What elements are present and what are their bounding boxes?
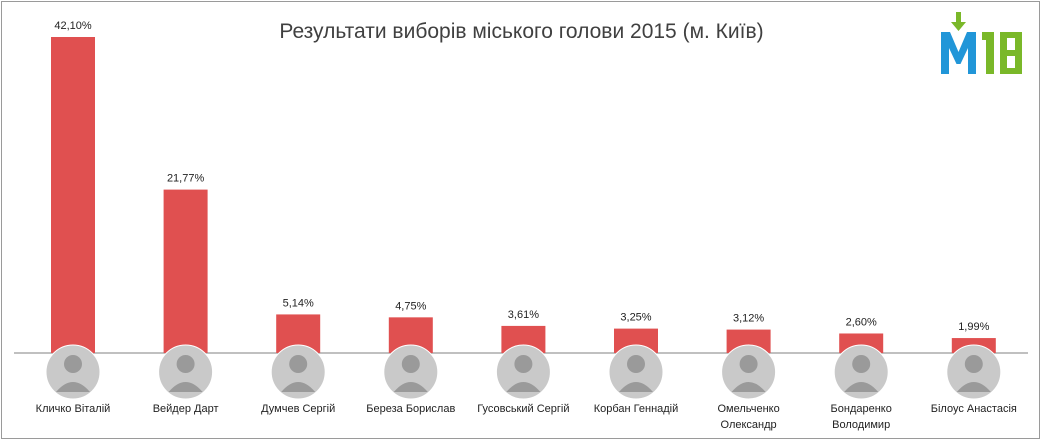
data-label: 3,12%: [733, 313, 764, 325]
candidate-avatar: [495, 344, 551, 400]
category-label: Омельченко Олександр: [717, 403, 780, 431]
candidate-avatar: [946, 344, 1002, 400]
candidate-avatar: [721, 344, 777, 400]
candidate-avatar: [158, 344, 214, 400]
candidate-avatar: [383, 344, 439, 400]
data-label: 2,60%: [846, 316, 877, 328]
bar: [51, 37, 95, 353]
data-label: 5,14%: [283, 297, 314, 309]
data-label: 4,75%: [395, 300, 426, 312]
data-label: 3,61%: [508, 309, 539, 321]
m18-logo: [936, 10, 1032, 80]
candidate-avatar: [608, 344, 664, 400]
category-label: Вейдер Дарт: [152, 403, 219, 415]
candidate-avatar: [833, 344, 889, 400]
category-label: Корбан Геннадій: [593, 403, 679, 415]
data-label: 1,99%: [958, 321, 989, 333]
category-label: Білоус Анастасія: [930, 403, 1017, 415]
category-label: Думчев Сергій: [261, 403, 336, 415]
bar: [163, 189, 208, 353]
candidate-avatar: [270, 344, 326, 400]
category-label: Гусовський Сергій: [477, 403, 570, 415]
data-label: 42,10%: [54, 20, 92, 32]
chart-title: Результати виборів міського голови 2015 …: [279, 20, 764, 43]
data-label: 21,77%: [167, 173, 205, 185]
category-label: Береза Борислав: [366, 403, 456, 415]
category-label: Бондаренко Володимир: [830, 403, 892, 431]
candidate-avatar: [45, 344, 101, 400]
data-label: 3,25%: [620, 312, 651, 324]
category-label: Кличко Віталій: [35, 403, 111, 415]
